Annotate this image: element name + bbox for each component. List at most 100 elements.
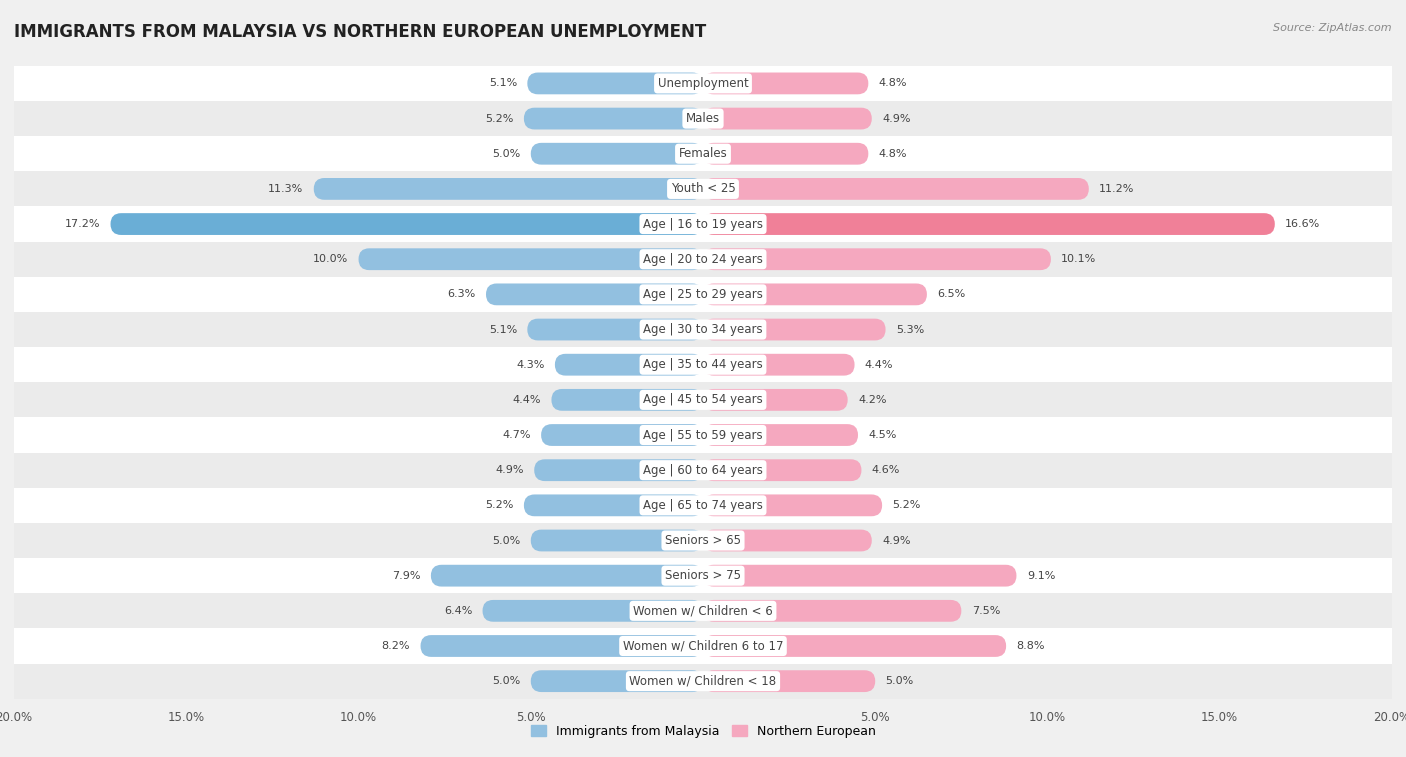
Text: 5.1%: 5.1% — [489, 79, 517, 89]
FancyBboxPatch shape — [486, 283, 703, 305]
Text: 4.8%: 4.8% — [879, 148, 907, 159]
FancyBboxPatch shape — [703, 565, 1017, 587]
Text: 4.9%: 4.9% — [495, 466, 524, 475]
FancyBboxPatch shape — [703, 178, 1088, 200]
FancyBboxPatch shape — [14, 312, 1392, 347]
Text: 4.9%: 4.9% — [882, 114, 911, 123]
Text: Seniors > 65: Seniors > 65 — [665, 534, 741, 547]
Text: 4.5%: 4.5% — [869, 430, 897, 440]
Text: Women w/ Children 6 to 17: Women w/ Children 6 to 17 — [623, 640, 783, 653]
FancyBboxPatch shape — [703, 213, 1275, 235]
Text: 10.0%: 10.0% — [314, 254, 349, 264]
Text: Source: ZipAtlas.com: Source: ZipAtlas.com — [1274, 23, 1392, 33]
Text: Age | 35 to 44 years: Age | 35 to 44 years — [643, 358, 763, 371]
FancyBboxPatch shape — [524, 494, 703, 516]
Text: Women w/ Children < 6: Women w/ Children < 6 — [633, 604, 773, 617]
Text: 7.5%: 7.5% — [972, 606, 1000, 616]
Text: Age | 55 to 59 years: Age | 55 to 59 years — [643, 428, 763, 441]
Text: 10.1%: 10.1% — [1062, 254, 1097, 264]
Text: Age | 25 to 29 years: Age | 25 to 29 years — [643, 288, 763, 301]
FancyBboxPatch shape — [534, 459, 703, 481]
Text: 5.0%: 5.0% — [492, 148, 520, 159]
FancyBboxPatch shape — [703, 635, 1007, 657]
Text: 5.0%: 5.0% — [492, 535, 520, 546]
Text: 5.2%: 5.2% — [485, 114, 513, 123]
FancyBboxPatch shape — [111, 213, 703, 235]
Text: 4.3%: 4.3% — [516, 360, 544, 369]
Text: 4.8%: 4.8% — [879, 79, 907, 89]
Text: Women w/ Children < 18: Women w/ Children < 18 — [630, 674, 776, 687]
FancyBboxPatch shape — [14, 277, 1392, 312]
Text: 4.4%: 4.4% — [513, 395, 541, 405]
FancyBboxPatch shape — [14, 101, 1392, 136]
Text: Age | 60 to 64 years: Age | 60 to 64 years — [643, 464, 763, 477]
Text: 17.2%: 17.2% — [65, 219, 100, 229]
Text: 5.0%: 5.0% — [886, 676, 914, 686]
Text: 8.8%: 8.8% — [1017, 641, 1045, 651]
Text: 6.3%: 6.3% — [447, 289, 475, 299]
FancyBboxPatch shape — [703, 530, 872, 551]
FancyBboxPatch shape — [703, 600, 962, 621]
Text: 5.2%: 5.2% — [893, 500, 921, 510]
FancyBboxPatch shape — [527, 319, 703, 341]
FancyBboxPatch shape — [703, 459, 862, 481]
FancyBboxPatch shape — [14, 136, 1392, 171]
Text: Age | 16 to 19 years: Age | 16 to 19 years — [643, 217, 763, 231]
Text: 5.1%: 5.1% — [489, 325, 517, 335]
FancyBboxPatch shape — [482, 600, 703, 621]
Text: Seniors > 75: Seniors > 75 — [665, 569, 741, 582]
FancyBboxPatch shape — [314, 178, 703, 200]
FancyBboxPatch shape — [703, 73, 869, 95]
Text: Age | 45 to 54 years: Age | 45 to 54 years — [643, 394, 763, 407]
FancyBboxPatch shape — [14, 207, 1392, 241]
FancyBboxPatch shape — [703, 143, 869, 164]
FancyBboxPatch shape — [14, 664, 1392, 699]
FancyBboxPatch shape — [531, 670, 703, 692]
Text: 4.6%: 4.6% — [872, 466, 900, 475]
FancyBboxPatch shape — [359, 248, 703, 270]
FancyBboxPatch shape — [555, 354, 703, 375]
Text: 5.3%: 5.3% — [896, 325, 924, 335]
Text: Age | 30 to 34 years: Age | 30 to 34 years — [643, 323, 763, 336]
FancyBboxPatch shape — [703, 283, 927, 305]
FancyBboxPatch shape — [430, 565, 703, 587]
FancyBboxPatch shape — [703, 248, 1050, 270]
Text: 4.2%: 4.2% — [858, 395, 887, 405]
Text: Youth < 25: Youth < 25 — [671, 182, 735, 195]
Text: Age | 65 to 74 years: Age | 65 to 74 years — [643, 499, 763, 512]
Text: 4.7%: 4.7% — [502, 430, 531, 440]
FancyBboxPatch shape — [14, 66, 1392, 101]
FancyBboxPatch shape — [14, 347, 1392, 382]
FancyBboxPatch shape — [703, 107, 872, 129]
FancyBboxPatch shape — [14, 593, 1392, 628]
Text: 4.9%: 4.9% — [882, 535, 911, 546]
Text: 11.2%: 11.2% — [1099, 184, 1135, 194]
FancyBboxPatch shape — [14, 171, 1392, 207]
Text: 6.5%: 6.5% — [938, 289, 966, 299]
FancyBboxPatch shape — [703, 319, 886, 341]
FancyBboxPatch shape — [527, 73, 703, 95]
Text: Females: Females — [679, 148, 727, 160]
FancyBboxPatch shape — [14, 523, 1392, 558]
Text: 16.6%: 16.6% — [1285, 219, 1320, 229]
FancyBboxPatch shape — [14, 558, 1392, 593]
FancyBboxPatch shape — [420, 635, 703, 657]
FancyBboxPatch shape — [531, 143, 703, 164]
Text: Age | 20 to 24 years: Age | 20 to 24 years — [643, 253, 763, 266]
FancyBboxPatch shape — [524, 107, 703, 129]
Text: 5.2%: 5.2% — [485, 500, 513, 510]
Text: 5.0%: 5.0% — [492, 676, 520, 686]
Text: Unemployment: Unemployment — [658, 77, 748, 90]
FancyBboxPatch shape — [703, 424, 858, 446]
FancyBboxPatch shape — [14, 241, 1392, 277]
FancyBboxPatch shape — [703, 389, 848, 411]
FancyBboxPatch shape — [551, 389, 703, 411]
Text: IMMIGRANTS FROM MALAYSIA VS NORTHERN EUROPEAN UNEMPLOYMENT: IMMIGRANTS FROM MALAYSIA VS NORTHERN EUR… — [14, 23, 706, 41]
Text: Males: Males — [686, 112, 720, 125]
FancyBboxPatch shape — [541, 424, 703, 446]
FancyBboxPatch shape — [14, 417, 1392, 453]
FancyBboxPatch shape — [14, 382, 1392, 417]
FancyBboxPatch shape — [703, 354, 855, 375]
Text: 8.2%: 8.2% — [381, 641, 411, 651]
FancyBboxPatch shape — [14, 488, 1392, 523]
